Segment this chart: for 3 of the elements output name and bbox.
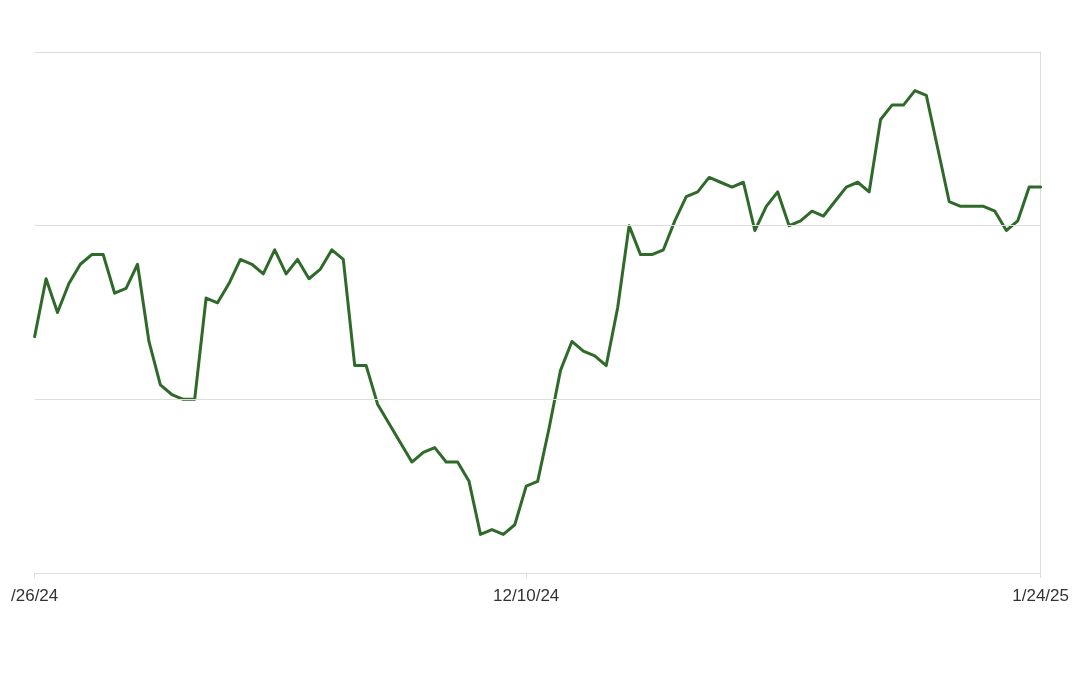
x-tick-label: /26/24 — [11, 586, 59, 605]
x-tick-label: 1/24/25 — [1012, 586, 1070, 605]
x-tick-label: 12/10/24 — [493, 586, 560, 605]
